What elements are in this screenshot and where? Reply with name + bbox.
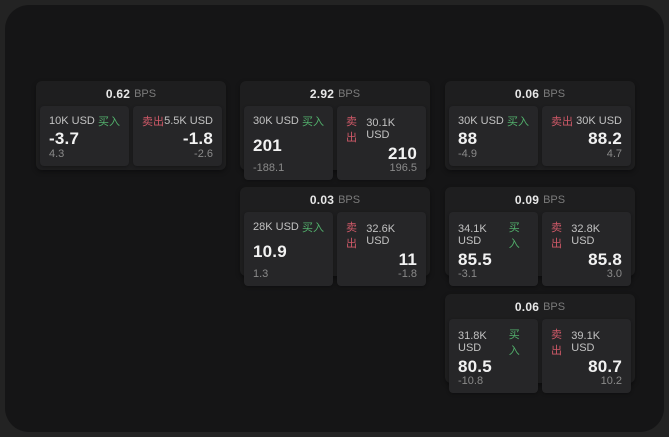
sell-size-label: 39.1K USD bbox=[571, 330, 601, 354]
buy-size-label: 28K USD bbox=[253, 221, 299, 233]
quote-card: 0.06 BPS 31.8K USD 买入 80.5 -10.8 卖出 39.1… bbox=[445, 294, 635, 393]
sell-size-label: 30.1K USD bbox=[366, 117, 396, 141]
sell-price: 88.2 bbox=[588, 129, 622, 148]
sell-price: 210 bbox=[388, 144, 417, 163]
sell-price: 11 bbox=[398, 250, 417, 269]
buy-tag: 买入 bbox=[302, 116, 324, 128]
buy-quote-tile[interactable]: 30K USD 买入 88 -4.9 bbox=[449, 106, 538, 166]
spread-unit: BPS bbox=[338, 193, 361, 206]
spread-unit: BPS bbox=[543, 300, 566, 313]
quote-card: 0.03 BPS 28K USD 买入 10.9 1.3 卖出 32.6K US… bbox=[240, 187, 430, 286]
spread-value: 2.92 bbox=[309, 86, 335, 101]
buy-delta: -10.8 bbox=[458, 375, 484, 387]
sell-tag: 卖出 bbox=[551, 329, 562, 357]
buy-delta: -3.1 bbox=[458, 268, 477, 280]
spread-header: 0.03 BPS bbox=[240, 187, 430, 212]
spread-header: 0.06 BPS bbox=[445, 294, 635, 319]
spread-value: 0.06 bbox=[514, 299, 540, 314]
quote-card: 0.06 BPS 30K USD 买入 88 -4.9 卖出 30K USD 8… bbox=[445, 81, 635, 170]
spread-value: 0.06 bbox=[514, 86, 540, 101]
buy-quote-tile[interactable]: 10K USD 买入 -3.7 4.3 bbox=[40, 106, 129, 166]
sell-delta: -1.8 bbox=[398, 268, 417, 280]
quote-card: 0.62 BPS 10K USD 买入 -3.7 4.3 卖出 5.5K USD… bbox=[36, 81, 226, 170]
sell-delta: 196.5 bbox=[389, 162, 417, 174]
sell-size-label: 5.5K USD bbox=[164, 115, 213, 127]
buy-delta: 4.3 bbox=[49, 148, 65, 160]
quote-body: 30K USD 买入 88 -4.9 卖出 30K USD 88.2 4.7 bbox=[445, 106, 635, 170]
sell-quote-tile[interactable]: 卖出 39.1K USD 80.7 10.2 bbox=[542, 319, 631, 393]
sell-quote-tile[interactable]: 卖出 30K USD 88.2 4.7 bbox=[542, 106, 631, 166]
spread-header: 0.62 BPS bbox=[36, 81, 226, 106]
sell-tag: 卖出 bbox=[551, 116, 573, 128]
spread-value: 0.09 bbox=[514, 192, 540, 207]
spread-value: 0.03 bbox=[309, 192, 335, 207]
quote-card: 2.92 BPS 30K USD 买入 201 -188.1 卖出 30.1K … bbox=[240, 81, 430, 180]
sell-tag: 卖出 bbox=[551, 222, 562, 250]
spread-unit: BPS bbox=[338, 87, 361, 100]
spread-unit: BPS bbox=[134, 87, 157, 100]
sell-size-label: 32.6K USD bbox=[366, 223, 396, 247]
buy-quote-tile[interactable]: 30K USD 买入 201 -188.1 bbox=[244, 106, 333, 180]
buy-delta: -4.9 bbox=[458, 148, 477, 160]
sell-quote-tile[interactable]: 卖出 5.5K USD -1.8 -2.6 bbox=[133, 106, 222, 166]
buy-tag: 买入 bbox=[302, 222, 324, 234]
buy-size-label: 31.8K USD bbox=[458, 330, 487, 354]
quote-card: 0.09 BPS 34.1K USD 买入 85.5 -3.1 卖出 32.8K… bbox=[445, 187, 635, 286]
quote-body: 30K USD 买入 201 -188.1 卖出 30.1K USD 210 1… bbox=[240, 106, 430, 184]
spread-unit: BPS bbox=[543, 193, 566, 206]
sell-delta: 3.0 bbox=[606, 268, 622, 280]
sell-delta: 4.7 bbox=[606, 148, 622, 160]
buy-tag: 买入 bbox=[98, 116, 120, 128]
sell-size-label: 30K USD bbox=[576, 115, 622, 127]
quote-body: 34.1K USD 买入 85.5 -3.1 卖出 32.8K USD 85.8… bbox=[445, 212, 635, 290]
sell-quote-tile[interactable]: 卖出 30.1K USD 210 196.5 bbox=[337, 106, 426, 180]
spread-header: 0.06 BPS bbox=[445, 81, 635, 106]
buy-tag: 买入 bbox=[508, 222, 520, 250]
buy-price: 80.5 bbox=[458, 357, 492, 376]
buy-delta: 1.3 bbox=[253, 268, 269, 280]
spread-header: 2.92 BPS bbox=[240, 81, 430, 106]
sell-delta: -2.6 bbox=[194, 148, 213, 160]
buy-price: 88 bbox=[458, 129, 478, 148]
sell-price: 85.8 bbox=[588, 250, 622, 269]
buy-size-label: 10K USD bbox=[49, 115, 95, 127]
sell-price: 80.7 bbox=[588, 357, 622, 376]
sell-price: -1.8 bbox=[182, 129, 213, 148]
spread-value: 0.62 bbox=[105, 86, 131, 101]
buy-price: 85.5 bbox=[458, 250, 492, 269]
buy-tag: 买入 bbox=[507, 116, 529, 128]
buy-price: 10.9 bbox=[253, 242, 287, 261]
spread-header: 0.09 BPS bbox=[445, 187, 635, 212]
buy-price: 201 bbox=[253, 136, 282, 155]
sell-tag: 卖出 bbox=[346, 116, 357, 144]
sell-size-label: 32.8K USD bbox=[571, 223, 601, 247]
sell-quote-tile[interactable]: 卖出 32.6K USD 11 -1.8 bbox=[337, 212, 426, 286]
buy-price: -3.7 bbox=[49, 129, 80, 148]
buy-quote-tile[interactable]: 34.1K USD 买入 85.5 -3.1 bbox=[449, 212, 538, 286]
quote-body: 10K USD 买入 -3.7 4.3 卖出 5.5K USD -1.8 -2.… bbox=[36, 106, 226, 170]
buy-quote-tile[interactable]: 28K USD 买入 10.9 1.3 bbox=[244, 212, 333, 286]
sell-quote-tile[interactable]: 卖出 32.8K USD 85.8 3.0 bbox=[542, 212, 631, 286]
buy-quote-tile[interactable]: 31.8K USD 买入 80.5 -10.8 bbox=[449, 319, 538, 393]
spread-unit: BPS bbox=[543, 87, 566, 100]
sell-delta: 10.2 bbox=[600, 375, 622, 387]
sell-tag: 卖出 bbox=[346, 222, 357, 250]
sell-tag: 卖出 bbox=[142, 116, 164, 128]
buy-size-label: 34.1K USD bbox=[458, 223, 487, 247]
quote-body: 28K USD 买入 10.9 1.3 卖出 32.6K USD 11 -1.8 bbox=[240, 212, 430, 290]
buy-tag: 买入 bbox=[508, 329, 520, 357]
buy-size-label: 30K USD bbox=[253, 115, 299, 127]
buy-size-label: 30K USD bbox=[458, 115, 504, 127]
buy-delta: -188.1 bbox=[253, 162, 285, 174]
quote-body: 31.8K USD 买入 80.5 -10.8 卖出 39.1K USD 80.… bbox=[445, 319, 635, 397]
